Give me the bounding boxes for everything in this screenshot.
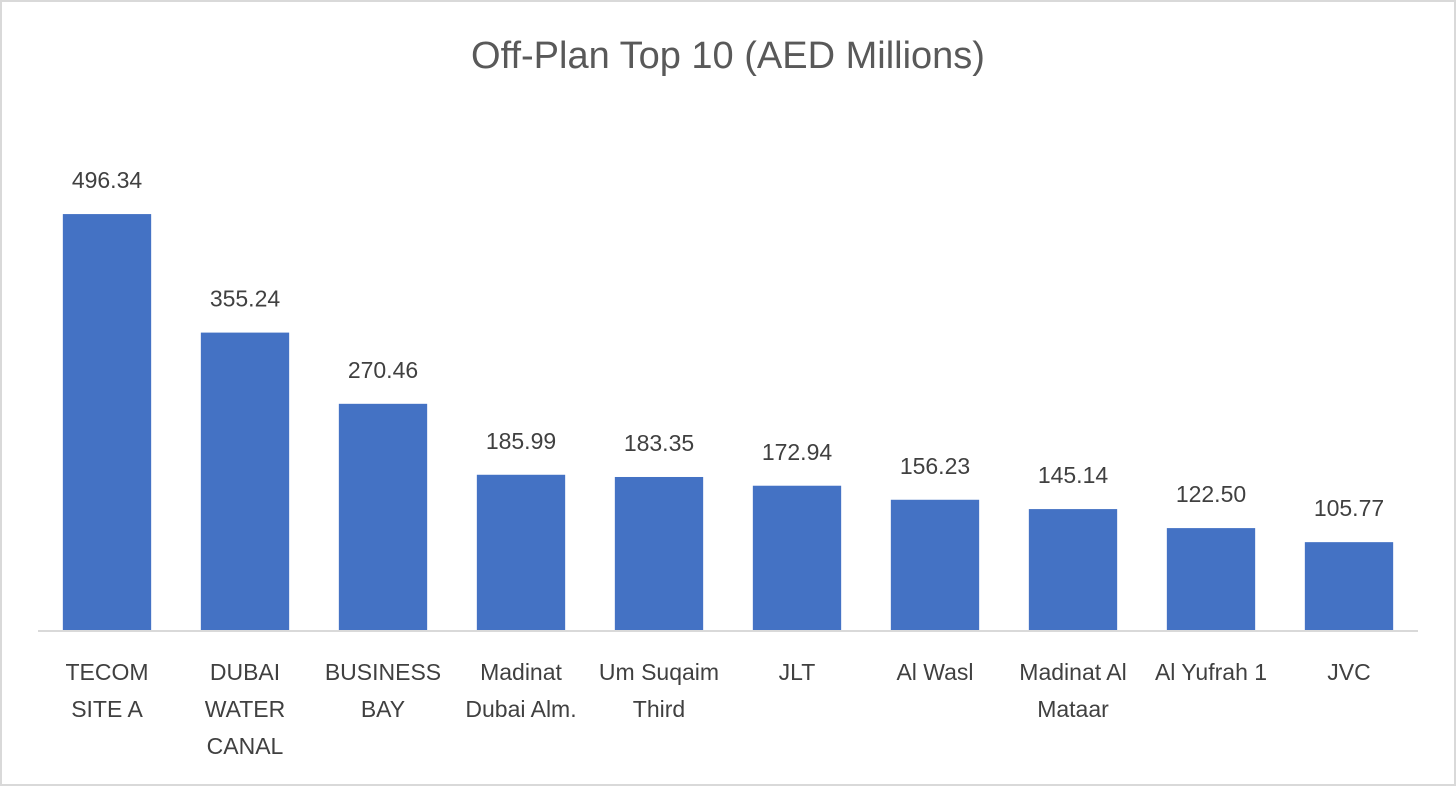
x-tick-label: Al Yufrah 1 bbox=[1154, 659, 1268, 685]
x-tick-label: Madinat Al Mataar bbox=[1019, 659, 1127, 722]
x-tick-label: TECOM SITE A bbox=[65, 659, 149, 722]
data-label: 105.77 bbox=[1314, 495, 1384, 521]
bar bbox=[62, 214, 152, 631]
data-label: 122.50 bbox=[1176, 481, 1246, 507]
x-tick-label: Al Wasl bbox=[896, 659, 974, 685]
x-tick-label: Um Suqaim Third bbox=[598, 659, 720, 722]
bar bbox=[614, 476, 704, 631]
bar bbox=[1166, 528, 1256, 631]
x-tick-label: Madinat Dubai Alm. bbox=[465, 659, 577, 722]
bar bbox=[476, 474, 566, 631]
data-label: 145.14 bbox=[1038, 462, 1109, 488]
bar bbox=[1028, 509, 1118, 631]
chart-title: Off-Plan Top 10 (AED Millions) bbox=[471, 35, 985, 77]
bar bbox=[338, 403, 428, 631]
bar bbox=[890, 499, 980, 631]
data-label: 270.46 bbox=[348, 357, 418, 383]
x-tick-label: BUSINESS BAY bbox=[324, 659, 442, 722]
x-tick-label: JLT bbox=[778, 659, 816, 685]
data-label: 496.34 bbox=[72, 167, 143, 193]
bar bbox=[200, 332, 290, 631]
data-label: 172.94 bbox=[762, 439, 833, 465]
bar bbox=[752, 485, 842, 631]
data-label: 185.99 bbox=[486, 428, 556, 454]
x-tick-label: DUBAI WATER CANAL bbox=[204, 659, 286, 759]
data-label: 355.24 bbox=[210, 286, 281, 312]
x-tick-label: JVC bbox=[1327, 659, 1371, 685]
bar bbox=[1304, 542, 1394, 631]
data-label: 156.23 bbox=[900, 453, 970, 479]
data-label: 183.35 bbox=[624, 430, 694, 456]
